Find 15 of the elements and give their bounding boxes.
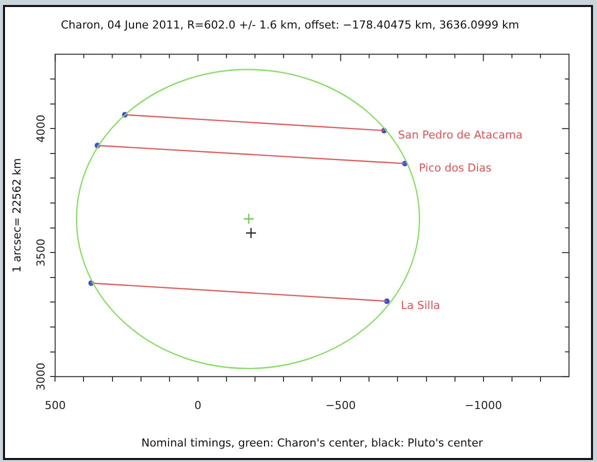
point	[243, 213, 254, 224]
series-label: San Pedro de Atacama	[398, 128, 523, 142]
y-tick-label: 3500	[34, 238, 48, 267]
y-tick-label: 4000	[34, 114, 48, 143]
x-axis-title: Nominal timings, green: Charon's center, black: Pluto's center	[141, 436, 484, 450]
x-tick-label: −1000	[464, 399, 502, 412]
y-tick-label: 3000	[34, 362, 48, 391]
series-label: La Silla	[400, 299, 440, 312]
y-axis-title: 1 arcsec= 22562 km	[10, 158, 24, 273]
x-tick-label: 500	[44, 399, 66, 412]
x-tick-label: 0	[194, 399, 202, 412]
chart-title: Charon, 04 June 2011, R=602.0 +/- 1.6 km, offset: −178.40475 km, 3636.0999 km	[60, 18, 520, 32]
x-tick-label: −500	[326, 399, 356, 412]
point	[245, 227, 257, 239]
series-label: Pico dos Dias	[418, 161, 492, 174]
